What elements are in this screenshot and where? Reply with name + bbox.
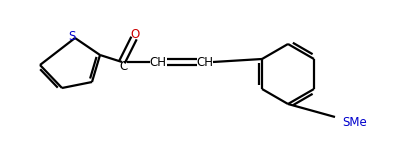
Text: CH: CH — [149, 55, 166, 69]
Text: O: O — [130, 28, 140, 42]
Text: C: C — [119, 60, 127, 73]
Text: CH: CH — [196, 55, 213, 69]
Text: SMe: SMe — [343, 115, 367, 128]
Text: S: S — [68, 31, 76, 44]
